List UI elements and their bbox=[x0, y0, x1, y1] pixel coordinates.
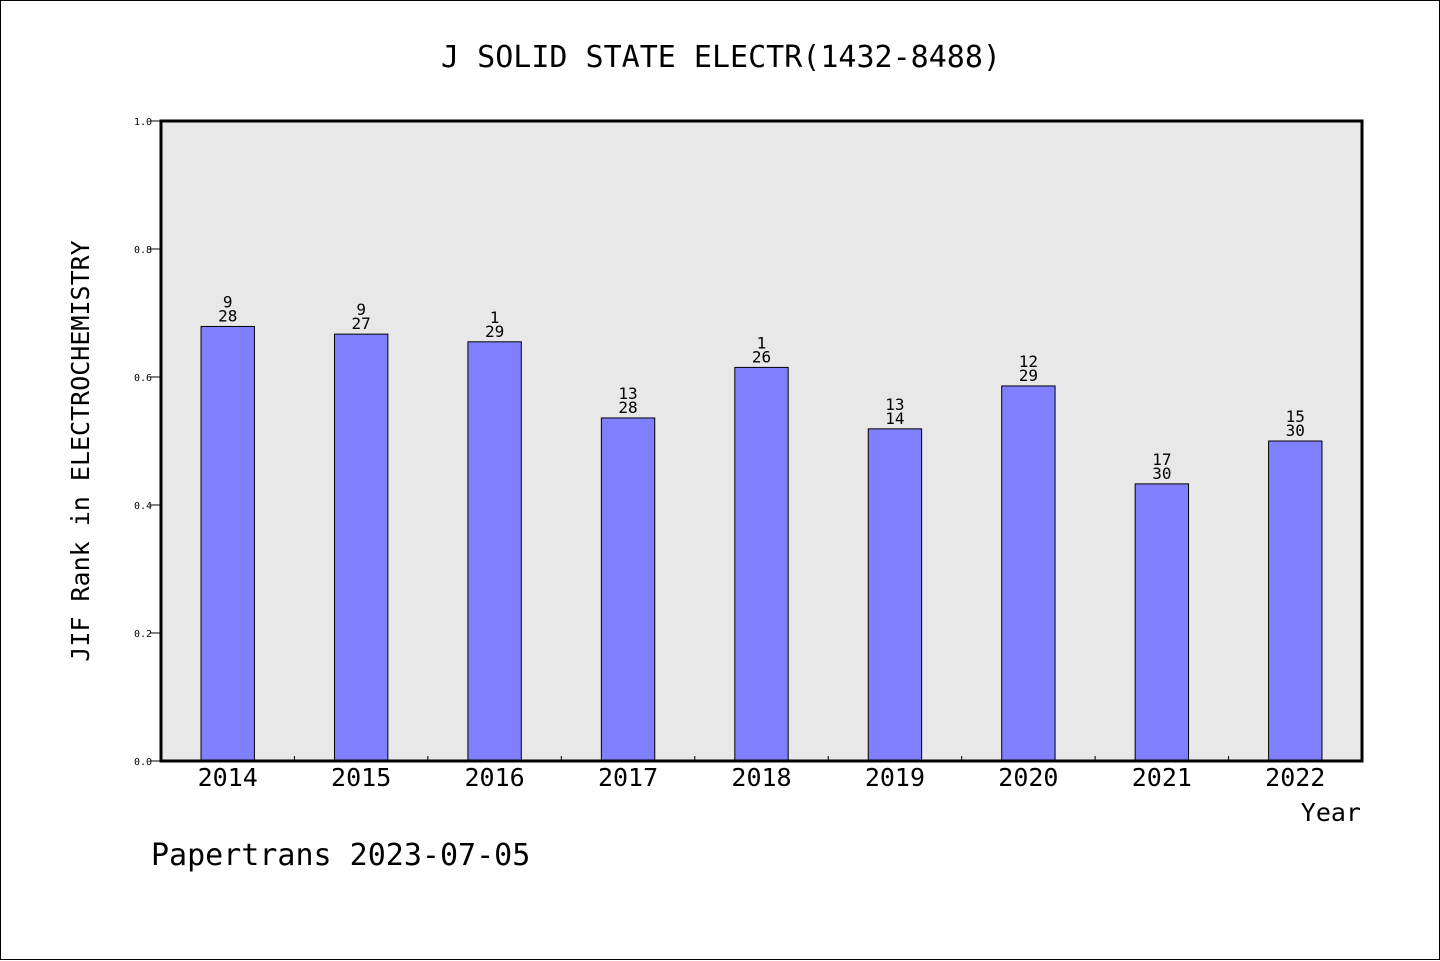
bar-rank-label: 13 bbox=[618, 384, 637, 403]
bar bbox=[333, 333, 389, 762]
bar-rank-label: 1 bbox=[757, 333, 767, 352]
x-axis-label: Year bbox=[1301, 798, 1361, 827]
bar-total-label: 26 bbox=[752, 347, 771, 366]
bar-rank-label: 17 bbox=[1152, 450, 1171, 469]
bar-rank-label: 9 bbox=[356, 300, 366, 319]
bar bbox=[600, 417, 656, 762]
bar bbox=[734, 366, 789, 762]
y-tick-label: 0.6 bbox=[134, 373, 152, 384]
bar bbox=[200, 325, 255, 762]
x-tick-label: 2017 bbox=[598, 763, 658, 792]
bar-total-label: 29 bbox=[485, 322, 504, 341]
y-tick-label: 0.8 bbox=[134, 245, 152, 256]
bar-total-label: 30 bbox=[1286, 421, 1305, 440]
bar-rank-label: 9 bbox=[223, 292, 233, 311]
bar bbox=[867, 428, 923, 762]
bar-total-label: 30 bbox=[1152, 464, 1171, 483]
chart-title: J SOLID STATE ELECTR(1432-8488) bbox=[441, 40, 1001, 75]
x-tick-label: 2014 bbox=[198, 763, 258, 792]
bar bbox=[1001, 385, 1056, 762]
bar bbox=[1268, 440, 1323, 762]
x-tick-label: 2020 bbox=[998, 763, 1058, 792]
x-tick-label: 2018 bbox=[731, 763, 791, 792]
y-tick-label: 0.2 bbox=[134, 629, 152, 640]
bar bbox=[1134, 483, 1190, 762]
plot-border bbox=[159, 119, 1364, 763]
bar-rank-label: 13 bbox=[885, 395, 904, 414]
y-tick-label: 1.0 bbox=[134, 117, 152, 128]
bar-rank-label: 1 bbox=[490, 308, 500, 327]
plot-area: 0.00.20.40.60.81.09282014927201512920161… bbox=[134, 117, 1364, 792]
y-tick-label: 0.0 bbox=[134, 757, 152, 768]
x-tick-label: 2022 bbox=[1265, 763, 1325, 792]
x-tick-label: 2015 bbox=[331, 763, 391, 792]
bar-total-label: 28 bbox=[218, 306, 237, 325]
y-axis-label: JIF Rank in ELECTROCHEMISTRY bbox=[66, 240, 95, 661]
x-tick-label: 2021 bbox=[1132, 763, 1192, 792]
y-tick-label: 0.4 bbox=[134, 501, 152, 512]
bar bbox=[467, 341, 522, 762]
bar-total-label: 27 bbox=[352, 314, 371, 333]
x-tick-label: 2016 bbox=[465, 763, 525, 792]
x-tick-label: 2019 bbox=[865, 763, 925, 792]
bar-total-label: 14 bbox=[885, 409, 904, 428]
bar-total-label: 28 bbox=[618, 398, 637, 417]
footer-text: Papertrans 2023-07-05 bbox=[151, 838, 530, 873]
bar-total-label: 29 bbox=[1019, 366, 1038, 385]
bar-rank-label: 15 bbox=[1286, 407, 1305, 426]
bar-rank-label: 12 bbox=[1019, 352, 1038, 371]
